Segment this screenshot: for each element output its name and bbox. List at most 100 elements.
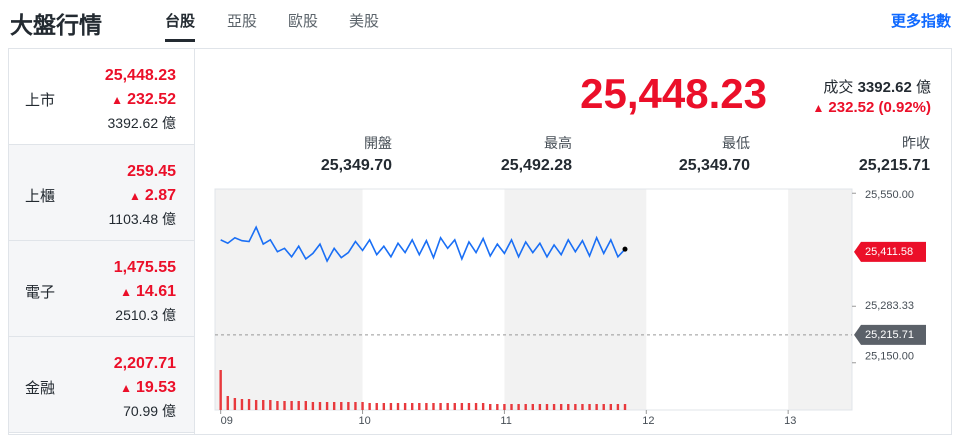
volume-bar <box>559 404 563 410</box>
volume-bar <box>524 404 527 410</box>
market-row[interactable]: 上櫃 259.45 ▲ 2.87 1103.48 億 <box>9 145 194 241</box>
volume-bar <box>389 403 393 410</box>
market-value: 2,207.71 <box>113 355 176 372</box>
volume-bar <box>418 403 421 410</box>
volume-bar <box>503 404 506 410</box>
volume-bar <box>304 401 307 410</box>
y-tick-label: 25,550.00 <box>865 189 914 201</box>
market-name: 上櫃 <box>25 188 56 205</box>
volume-bar <box>467 403 471 410</box>
stat-value: 25,215.71 <box>858 157 930 174</box>
y-tick-label: 25,150.00 <box>865 351 914 363</box>
volume-bar <box>240 399 244 410</box>
stat-value: 25,492.28 <box>500 157 572 174</box>
volume-bar <box>496 404 499 410</box>
volume-bar <box>382 403 386 410</box>
volume-bar <box>375 403 378 410</box>
x-tick-label: 11 <box>500 415 511 427</box>
market-value: 1,475.55 <box>113 259 176 276</box>
volume-bar <box>481 403 485 410</box>
tab[interactable]: 台股 <box>165 10 196 42</box>
change-value: 232.52 (0.92%) <box>828 99 931 116</box>
volume-bar <box>276 401 279 410</box>
volume-bar <box>432 403 435 410</box>
market-volume: 1103.48 億 <box>108 211 176 227</box>
market-change: ▲ 232.52 <box>111 91 176 109</box>
more-link[interactable]: 更多指數 <box>890 13 951 30</box>
stat: 開盤 25,349.70 <box>242 133 392 175</box>
volume-bar <box>354 402 357 410</box>
volume-bar <box>517 404 520 410</box>
market-value: 25,448.23 <box>104 67 176 84</box>
quote-value: 25,448.23 <box>580 70 767 117</box>
volume-bar <box>403 403 407 410</box>
volume-bar <box>474 403 478 410</box>
up-icon: ▲ <box>120 381 132 395</box>
volume-bar <box>510 404 513 410</box>
market-volume: 70.99 億 <box>123 403 176 419</box>
x-tick-label: 13 <box>784 415 796 427</box>
volume-bar <box>425 403 428 410</box>
volume-bar <box>545 404 549 410</box>
stat-label: 開盤 <box>364 135 392 151</box>
volume-bar <box>453 403 456 410</box>
y-tick-label: 25,283.33 <box>865 300 914 312</box>
volume-bar <box>588 404 591 410</box>
up-icon: ▲ <box>120 285 132 299</box>
stat-label: 最高 <box>544 135 572 151</box>
volume-bar <box>439 403 442 410</box>
volume-bar <box>368 403 371 410</box>
volume-bar <box>595 404 598 410</box>
volume-bar <box>233 398 237 410</box>
volume-bar <box>290 401 293 410</box>
x-tick-label: 10 <box>359 415 371 427</box>
x-tick-label: 09 <box>221 415 233 427</box>
volume-bar <box>531 404 534 410</box>
price-line <box>220 225 626 263</box>
volume-bar <box>262 400 265 410</box>
volume-bar <box>219 370 222 410</box>
volume-bar <box>318 402 322 410</box>
volume-bar <box>574 404 577 410</box>
volume-bar <box>347 402 350 410</box>
volume-bar <box>332 402 336 410</box>
quote-change: ▲ 232.52 (0.92%) <box>812 99 931 116</box>
volume-value: 3392.62 <box>857 79 912 96</box>
market-row[interactable]: 電子 1,475.55 ▲ 14.61 2510.3 億 <box>9 241 194 337</box>
volume-bar <box>325 402 329 410</box>
volume-bar <box>297 401 300 410</box>
tab[interactable]: 歐股 <box>288 13 319 30</box>
market-row[interactable]: 金融 2,207.71 ▲ 19.53 70.99 億 <box>9 337 194 433</box>
market-change: ▲ 19.53 <box>120 379 176 397</box>
market-name: 電子 <box>25 284 56 301</box>
tab[interactable]: 美股 <box>349 13 380 30</box>
change-value: 19.53 <box>135 379 176 396</box>
market-row[interactable]: 上市 25,448.23 ▲ 232.52 3392.62 億 <box>9 49 194 145</box>
market-list: 上市 25,448.23 ▲ 232.52 3392.62 億上櫃 259.45 ▲ 2.87… <box>8 48 195 435</box>
x-tick-label: 12 <box>642 415 654 427</box>
change-value: 14.61 <box>135 283 176 300</box>
market-name: 金融 <box>25 380 56 397</box>
stat-value: 25,349.70 <box>320 157 392 174</box>
stat-label: 最低 <box>722 135 750 151</box>
volume-unit: 億 <box>915 79 931 96</box>
volume-bar <box>623 404 627 410</box>
prev-close-tag-label: 25,215.71 <box>865 329 914 341</box>
market-volume: 2510.3 億 <box>115 307 176 323</box>
volume-bar <box>609 404 613 410</box>
tab[interactable]: 亞股 <box>227 13 258 30</box>
volume-bar <box>340 402 343 410</box>
volume-bar <box>247 399 251 410</box>
stat-value: 25,349.70 <box>678 157 750 174</box>
up-icon: ▲ <box>128 189 141 203</box>
volume-bar <box>446 403 449 410</box>
volume-bar <box>411 403 414 410</box>
quote-volume: 成交 3392.62 億 <box>823 76 931 97</box>
last-point <box>622 246 628 252</box>
volume-bar <box>460 403 464 410</box>
volume-bar <box>567 404 570 410</box>
last-price-tag <box>854 241 926 262</box>
session-band <box>504 189 647 410</box>
